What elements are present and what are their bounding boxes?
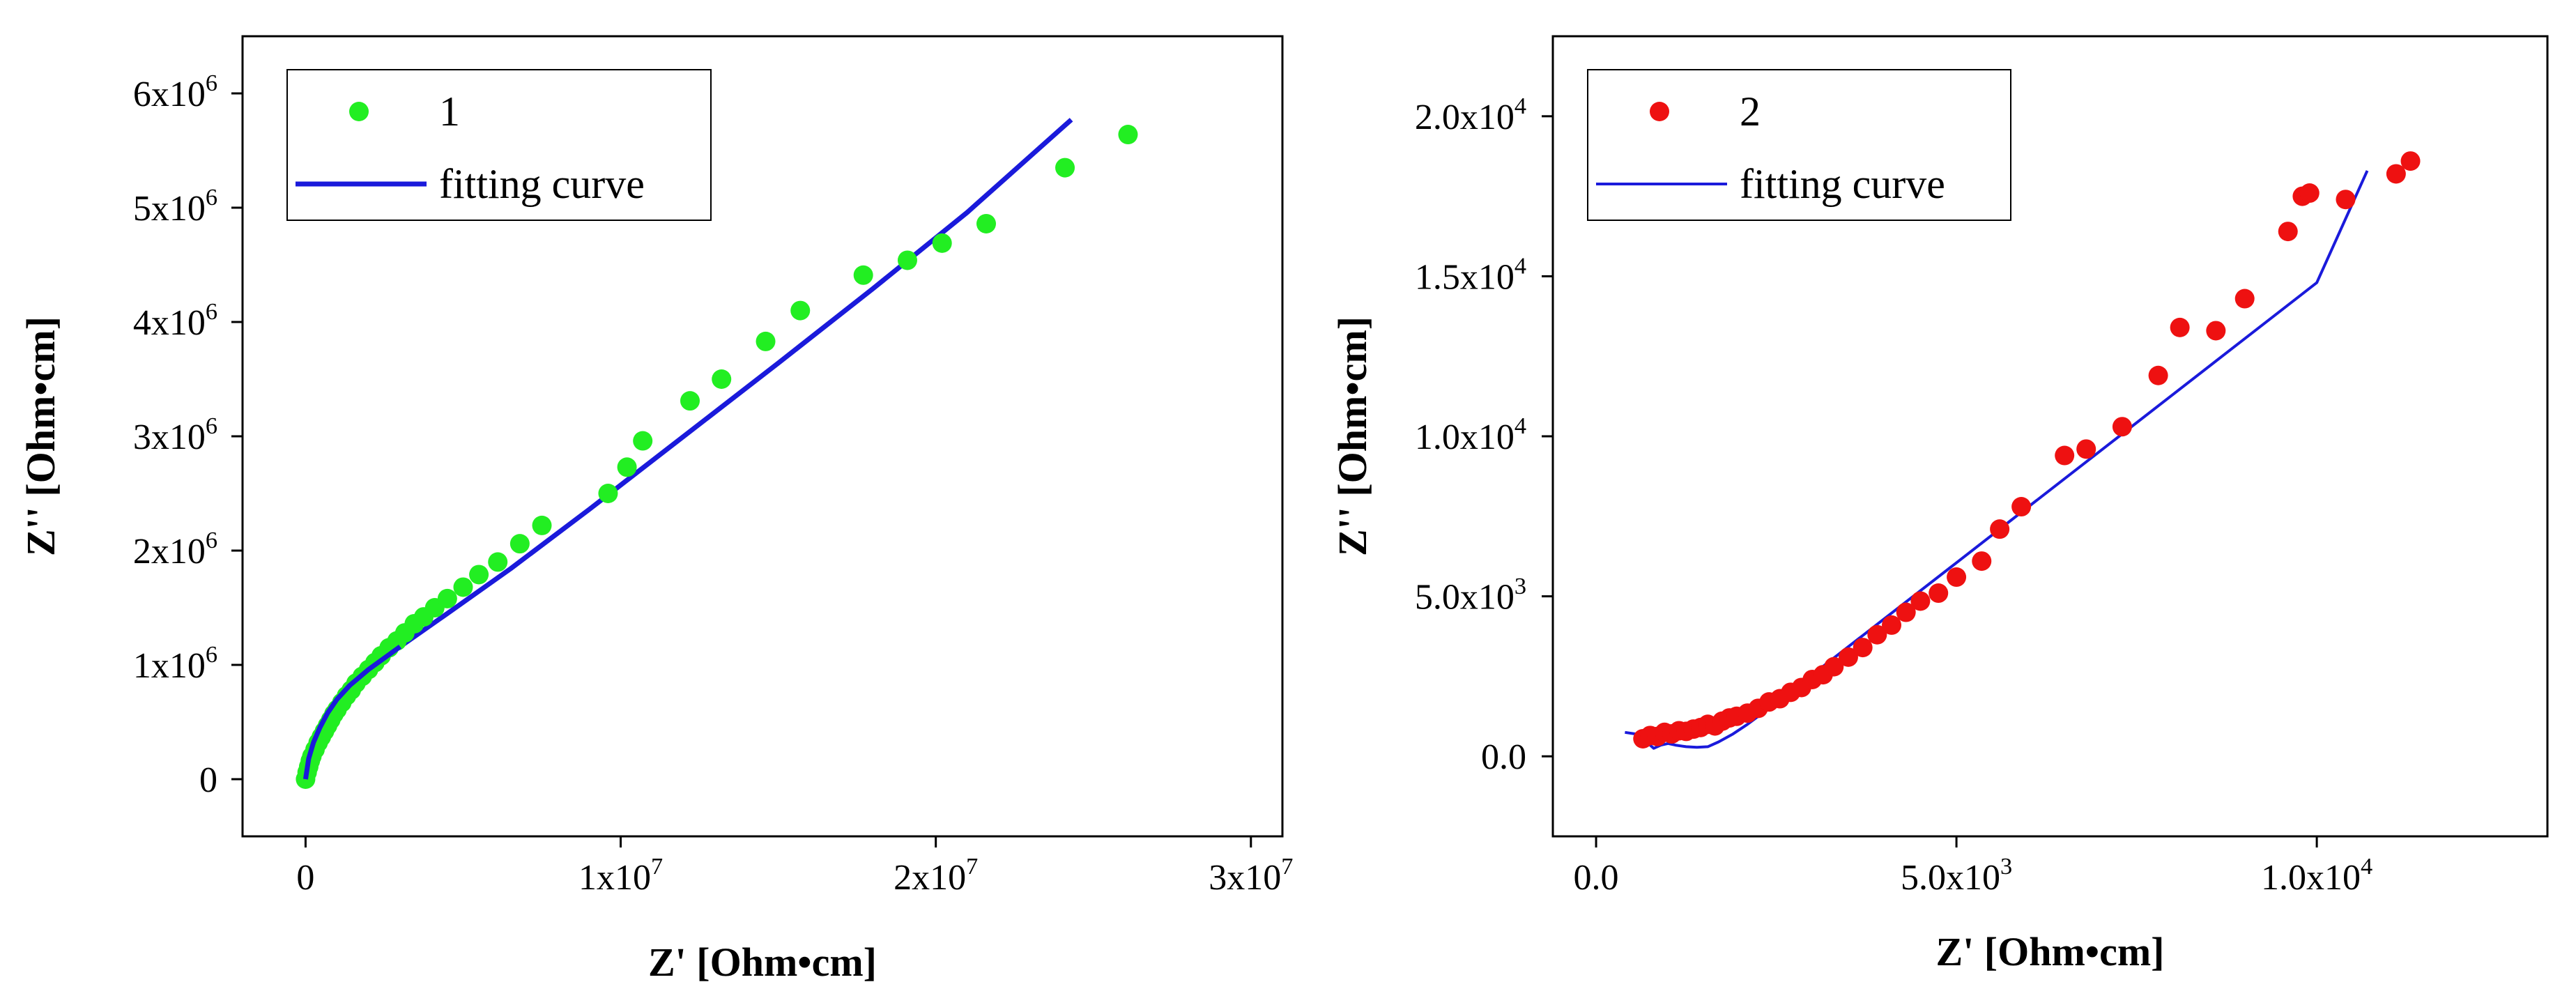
legend-label: fitting curve [439,161,645,207]
data-point [2278,222,2298,242]
y-tick-label: 0.0 [1481,737,1526,777]
data-point [853,265,873,285]
data-point [2011,497,2032,517]
data-point [2055,445,2075,466]
fitting-curve-line [1625,170,2369,750]
x-tick-label: 1.0x104 [2261,853,2372,898]
data-point [680,391,700,411]
data-point [598,484,618,503]
data-layer [1625,151,2421,750]
data-point [1929,583,1949,604]
data-point [976,213,997,233]
data-point [1118,125,1138,145]
x-axis-label: Z' [Ohm•cm] [1936,929,2165,974]
y-tick-label: 1.5x104 [1415,253,1526,298]
y-tick-label: 1x106 [133,641,217,686]
data-point [453,577,473,597]
y-tick-label: 5x106 [133,184,217,229]
data-point [2112,417,2132,437]
x-tick-label: 1x107 [578,853,663,898]
data-point [2076,439,2096,459]
legend-label: 1 [439,89,460,135]
data-point [1910,591,1931,611]
legend-marker [349,102,369,121]
data-point [617,457,637,477]
data-point [756,331,776,351]
data-point [1055,158,1075,178]
y-axis-label: Z'' [Ohm•cm] [1330,316,1375,556]
data-point [2206,321,2226,341]
y-axis-label: Z'' [Ohm•cm] [18,316,63,556]
x-tick-label: 5.0x103 [1901,853,2012,898]
data-point [2148,365,2168,385]
data-point [1896,602,1916,622]
data-point [897,250,917,270]
legend-marker [1650,102,1669,121]
data-point [532,515,552,535]
chart-1: 0 1x107 2x107 3x107 0 1x106 2x106 3x106 4x106 5x1… [18,35,1293,985]
data-point [1972,551,1992,571]
data-point [2170,317,2190,337]
data-point [509,534,530,554]
y-tick-label: 6x106 [133,70,217,114]
y-tick-label: 2x106 [133,527,217,571]
fitting-curve-line-overlay [302,644,402,780]
data-point [488,552,508,572]
y-tick-label: 1.0x104 [1415,413,1526,457]
y-tick-label: 0 [199,760,217,800]
data-point [469,565,489,585]
legend: 2 fitting curve [1587,69,2011,221]
legend-label: 2 [1740,89,1761,135]
data-point [2336,190,2356,210]
data-point [712,369,732,389]
y-tick-label: 5.0x103 [1415,573,1526,617]
x-tick-label: 3x107 [1209,853,1293,898]
legend: 1 fitting curve [286,69,712,221]
data-point [1824,657,1844,677]
legend-label: fitting curve [1740,161,1945,207]
data-point [2386,164,2406,184]
data-point [1947,567,1967,588]
data-point [2234,289,2255,309]
data-layer [296,118,1138,789]
y-tick-label: 2.0x104 [1415,93,1526,137]
data-point [1882,615,1902,635]
data-point [1990,519,2010,539]
y-tick-label: 4x106 [133,298,217,343]
data-point [1853,638,1873,658]
data-point [932,233,952,253]
data-point [790,300,811,321]
data-point [437,588,457,608]
data-point [1867,624,1887,645]
chart-2: 0.0 5.0x103 1.0x104 0.0 5.0x103 1.0x104 1.5x10… [1330,35,2549,974]
x-axis-label: Z' [Ohm•cm] [648,939,877,985]
x-tick-label: 2x107 [894,853,978,898]
data-point [2299,183,2320,204]
data-point [1838,647,1858,667]
x-tick-label: 0.0 [1574,858,1619,898]
y-tick-label: 3x106 [133,413,217,457]
legend-box [1587,69,2011,221]
x-tick-label: 0 [296,858,314,898]
data-point [633,431,653,451]
legend-box [286,69,712,221]
data-point [2400,151,2421,171]
